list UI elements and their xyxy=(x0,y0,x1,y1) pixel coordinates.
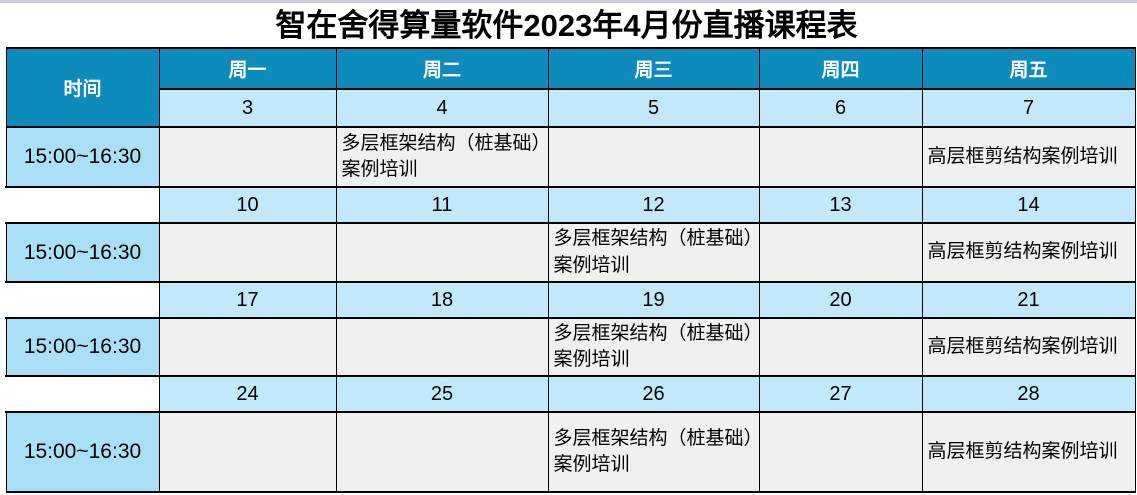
window-edge-strip xyxy=(0,0,1137,3)
course-cell: 高层框剪结构案例培训 xyxy=(921,126,1136,188)
day-header-row: 时间 周一 周二 周三 周四 周五 xyxy=(5,47,1136,128)
time-slot-cell: 15:00~16:30 xyxy=(5,126,160,188)
course-cell xyxy=(158,411,337,494)
day-header-fri: 周五 xyxy=(921,47,1136,90)
empty-time-cell xyxy=(5,186,160,224)
course-cell xyxy=(158,316,337,378)
day-header-thu: 周四 xyxy=(758,47,923,90)
date-cell: 17 xyxy=(158,281,337,319)
date-cell: 25 xyxy=(335,375,549,414)
schedule-table: 时间 周一 周二 周三 周四 周五 3 4 5 6 7 15:00~16:30 … xyxy=(5,47,1136,494)
date-cell: 3 xyxy=(158,88,337,128)
course-cell xyxy=(758,126,923,188)
date-cell: 14 xyxy=(921,186,1136,224)
course-cell: 高层框剪结构案例培训 xyxy=(921,316,1136,378)
course-cell: 多层框架结构（桩基础）案例培训 xyxy=(547,411,760,494)
time-slot-cell: 15:00~16:30 xyxy=(5,222,160,283)
course-cell xyxy=(758,222,923,283)
time-column-header: 时间 xyxy=(5,47,160,128)
date-cell: 10 xyxy=(158,186,337,224)
date-row-week4: 24 25 26 27 28 xyxy=(5,375,1136,414)
date-cell: 12 xyxy=(547,186,760,224)
date-row-week3: 17 18 19 20 21 xyxy=(5,281,1136,319)
date-cell: 19 xyxy=(547,281,760,319)
course-cell xyxy=(158,126,337,188)
date-cell: 24 xyxy=(158,375,337,414)
date-row-week2: 10 11 12 13 14 xyxy=(5,186,1136,224)
date-cell: 5 xyxy=(547,88,760,128)
empty-time-cell xyxy=(5,375,160,414)
day-header-wed: 周三 xyxy=(547,47,760,90)
page-title: 智在舍得算量软件2023年4月份直播课程表 xyxy=(275,8,858,43)
date-cell: 28 xyxy=(921,375,1136,414)
course-cell xyxy=(158,222,337,283)
date-row-week1: 3 4 5 6 7 xyxy=(6,88,1136,128)
course-row-week2: 15:00~16:30 多层框架结构（桩基础）案例培训 高层框剪结构案例培训 xyxy=(5,222,1136,283)
course-cell xyxy=(335,316,549,378)
date-cell: 11 xyxy=(335,186,549,224)
date-cell: 27 xyxy=(758,375,923,414)
course-cell xyxy=(335,222,549,283)
course-cell: 高层框剪结构案例培训 xyxy=(921,222,1136,283)
date-cell: 20 xyxy=(758,281,923,319)
course-cell xyxy=(758,411,923,494)
course-cell: 多层框架结构（桩基础）案例培训 xyxy=(547,222,760,283)
course-cell xyxy=(547,126,760,188)
course-cell: 多层框架结构（桩基础）案例培训 xyxy=(547,316,760,378)
course-cell: 多层框架结构（桩基础）案例培训 xyxy=(335,126,549,188)
date-cell: 26 xyxy=(547,375,760,414)
date-cell: 6 xyxy=(758,88,923,128)
date-cell: 18 xyxy=(335,281,549,319)
empty-time-cell xyxy=(5,281,160,319)
date-cell: 21 xyxy=(921,281,1136,319)
date-cell: 7 xyxy=(921,88,1136,128)
date-cell: 13 xyxy=(758,186,923,224)
time-slot-cell: 15:00~16:30 xyxy=(5,316,160,378)
time-slot-cell: 15:00~16:30 xyxy=(5,411,160,494)
course-row-week1: 15:00~16:30 多层框架结构（桩基础）案例培训 高层框剪结构案例培训 xyxy=(5,126,1136,188)
course-cell xyxy=(335,411,549,494)
day-header-tue: 周二 xyxy=(335,47,549,90)
course-cell xyxy=(758,316,923,378)
date-cell: 4 xyxy=(335,88,549,128)
day-header-mon: 周一 xyxy=(158,47,337,90)
course-cell: 高层框剪结构案例培训 xyxy=(921,411,1136,494)
course-row-week4: 15:00~16:30 多层框架结构（桩基础）案例培训 高层框剪结构案例培训 xyxy=(5,411,1136,494)
course-row-week3: 15:00~16:30 多层框架结构（桩基础）案例培训 高层框剪结构案例培训 xyxy=(5,316,1136,378)
